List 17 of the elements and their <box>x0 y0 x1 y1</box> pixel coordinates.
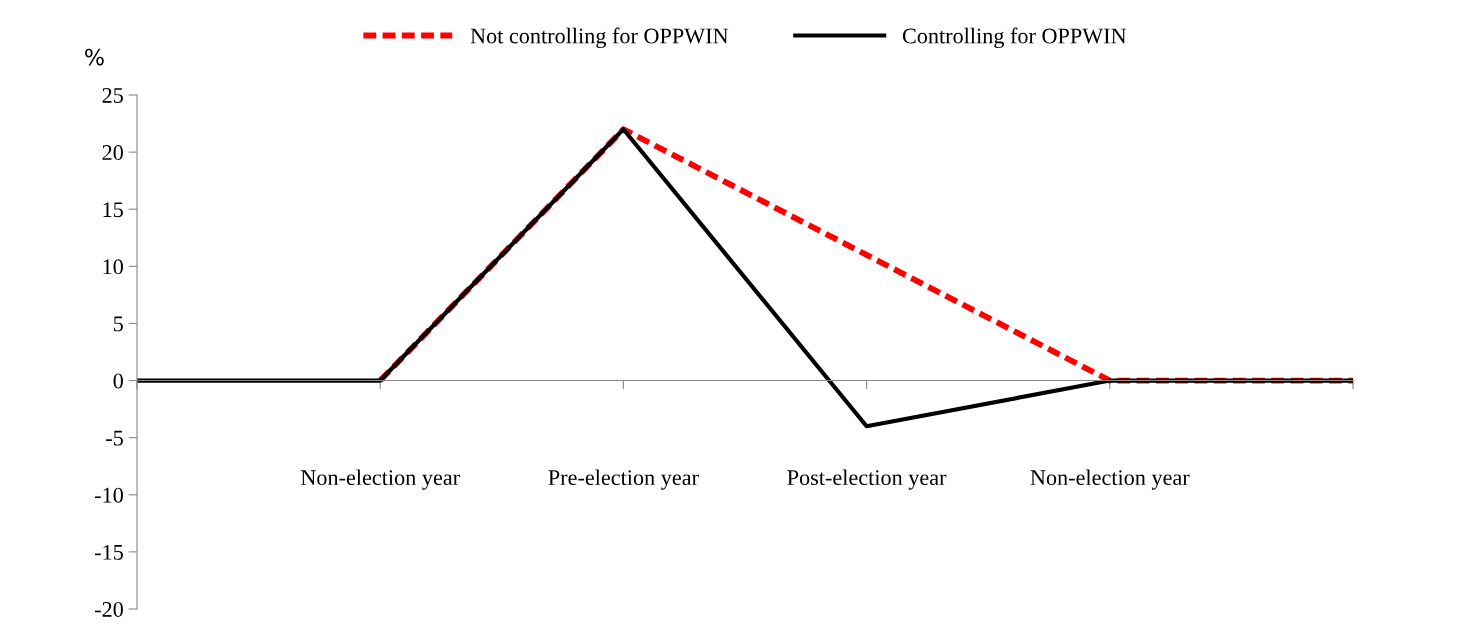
y-tick-label: 20 <box>102 145 123 161</box>
y-tick-label: -15 <box>95 544 123 560</box>
x-tick-label: Non-election year <box>300 469 460 490</box>
x-tick-label: Non-election year <box>1030 469 1190 490</box>
y-tick-label: 5 <box>113 316 123 332</box>
y-tick-label: 10 <box>103 259 123 275</box>
y-axis-title: % <box>85 48 104 66</box>
y-tick-label: 25 <box>102 87 123 103</box>
y-tick-label: -5 <box>106 430 123 446</box>
y-tick-label: -10 <box>95 487 123 503</box>
y-tick-label: -20 <box>95 601 123 617</box>
x-tick-label: Post-election year <box>787 469 947 490</box>
legend-label: Controlling for OPPWIN <box>902 27 1127 49</box>
y-tick-label: 15 <box>103 202 123 218</box>
x-tick-label: Pre-election year <box>548 469 699 490</box>
y-tick-label: 0 <box>113 373 123 389</box>
legend-label: Not controlling for OPPWIN <box>470 27 729 49</box>
